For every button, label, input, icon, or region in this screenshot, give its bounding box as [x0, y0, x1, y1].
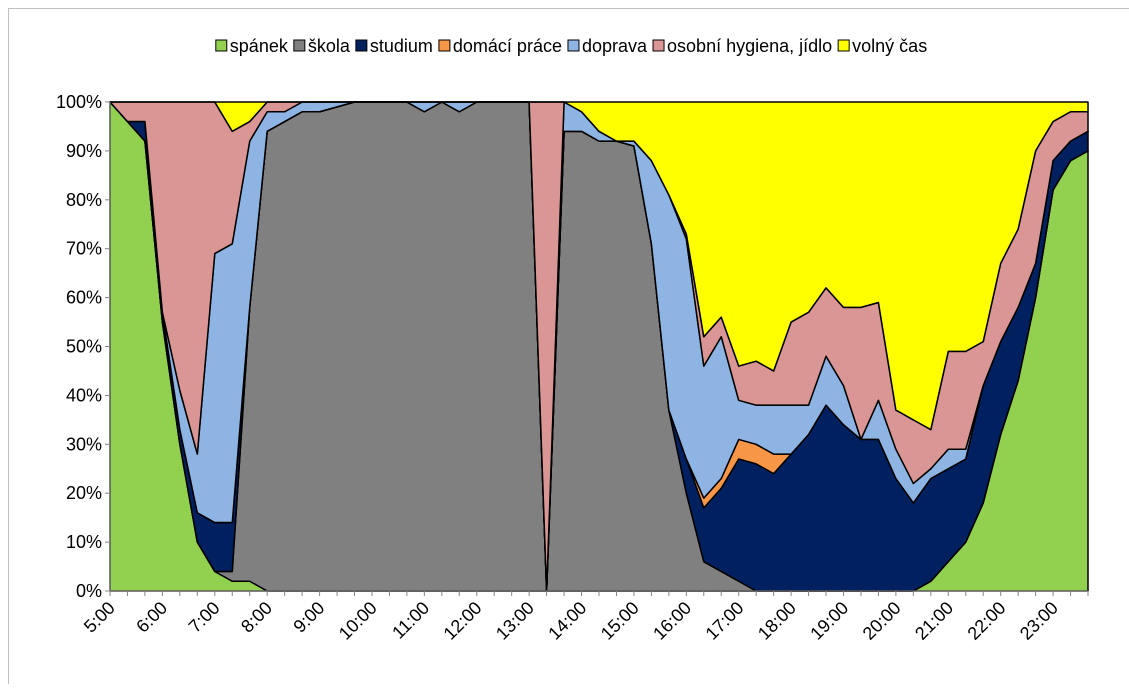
- legend-swatch: [294, 40, 305, 51]
- legend-swatch: [838, 40, 849, 51]
- legend-label: studium: [370, 36, 433, 56]
- y-tick-label: 0%: [76, 581, 102, 601]
- legend-label: doprava: [582, 36, 648, 56]
- legend-label: škola: [308, 36, 351, 56]
- legend-label: osobní hygiena, jídlo: [667, 36, 832, 56]
- legend-swatch: [356, 40, 367, 51]
- y-tick-label: 30%: [66, 434, 102, 454]
- legend-label: spánek: [230, 36, 289, 56]
- y-tick-label: 70%: [66, 239, 102, 259]
- y-tick-label: 80%: [66, 190, 102, 210]
- y-tick-label: 50%: [66, 337, 102, 357]
- y-tick-label: 60%: [66, 288, 102, 308]
- legend-swatch: [568, 40, 579, 51]
- legend-swatch: [439, 40, 450, 51]
- y-tick-label: 90%: [66, 141, 102, 161]
- legend-label: volný čas: [852, 36, 927, 56]
- y-tick-label: 40%: [66, 385, 102, 405]
- y-tick-label: 100%: [56, 92, 102, 112]
- legend-swatch: [216, 40, 227, 51]
- legend-label: domácí práce: [453, 36, 562, 56]
- y-tick-label: 10%: [66, 532, 102, 552]
- legend-swatch: [653, 40, 664, 51]
- y-tick-label: 20%: [66, 483, 102, 503]
